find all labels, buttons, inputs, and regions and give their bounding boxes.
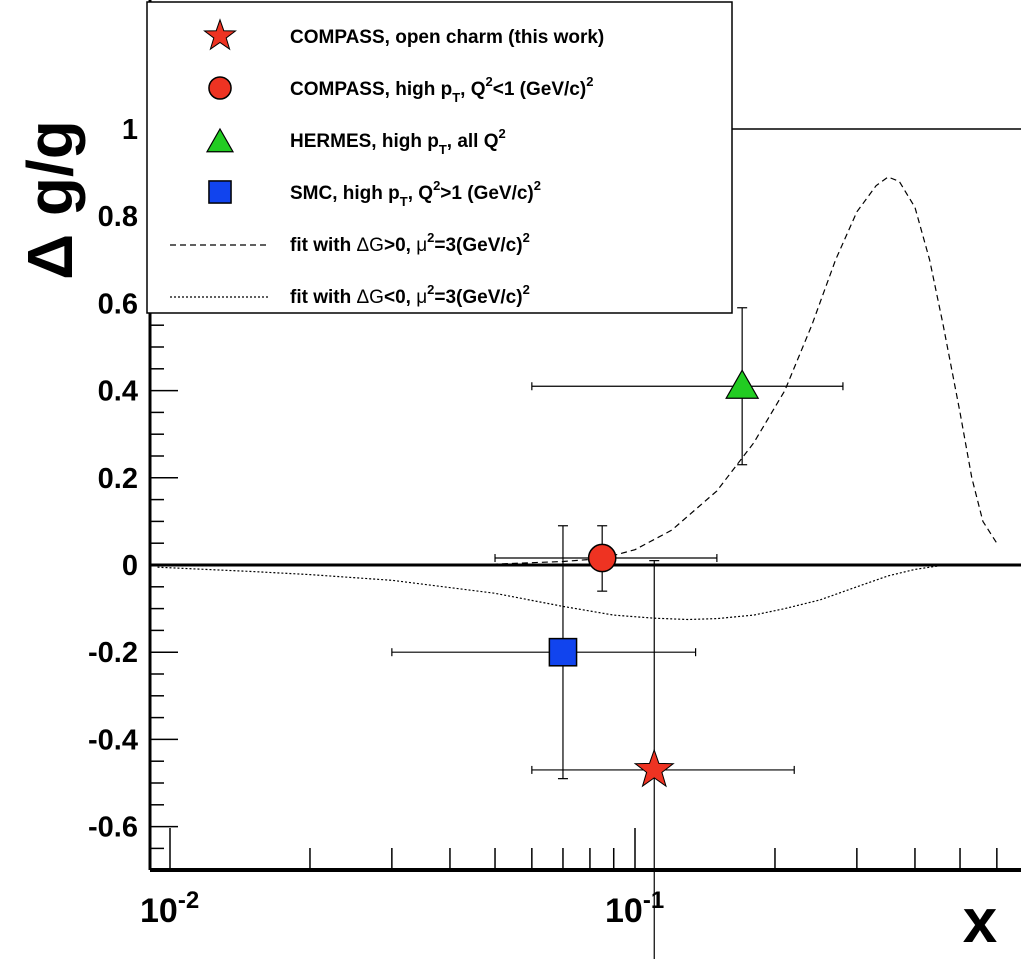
legend-entry: COMPASS, open charm (this work) <box>203 18 604 51</box>
y-tick-label: -0.2 <box>88 637 138 669</box>
legend-label: fit with ΔG<0, μ2=3(GeV/c)2 <box>290 282 530 308</box>
legend-label: SMC, high pT, Q2>1 (GeV/c)2 <box>290 178 541 209</box>
x-tick-label: 10-1 <box>605 887 664 930</box>
y-tick-label: 0.2 <box>98 463 138 495</box>
x-tick-label: 10-2 <box>140 887 199 930</box>
data-point-triangle <box>531 307 844 466</box>
circle-marker <box>587 543 617 573</box>
y-tick-label: -0.6 <box>88 812 138 844</box>
triangle-swatch <box>205 127 235 153</box>
legend-label: HERMES, high pT, all Q2 <box>290 126 506 157</box>
fit-curve-negative <box>157 564 997 621</box>
star-marker <box>633 748 675 788</box>
axes: 1 0.8 0.6 0.4 0.2 0 -0.2 -0.4 -0.6 10-2 10-1 <box>88 0 1021 930</box>
data-points <box>391 307 844 959</box>
y-tick-label: 1 <box>122 114 138 146</box>
star-swatch <box>203 18 237 51</box>
y-tick-label: 0.4 <box>98 376 138 408</box>
y-tick-label: 0.8 <box>98 201 138 233</box>
fit-curves <box>157 176 998 621</box>
legend-entry: fit with ΔG>0, μ2=3(GeV/c)2 <box>170 230 530 256</box>
circle-swatch <box>208 76 232 100</box>
y-axis-title: Δ g/g <box>14 120 86 280</box>
legend: COMPASS, open charm (this work) COMPASS, … <box>146 1 733 314</box>
legend-box <box>146 1 733 314</box>
legend-label: COMPASS, high pT, Q2<1 (GeV/c)2 <box>290 74 593 105</box>
fit-curve-positive <box>391 176 998 566</box>
data-point-square <box>391 525 697 780</box>
square-marker <box>548 637 578 667</box>
legend-label: fit with ΔG>0, μ2=3(GeV/c)2 <box>290 230 530 256</box>
legend-label: COMPASS, open charm (this work) <box>290 27 604 48</box>
y-tick-label: 0.6 <box>98 288 138 320</box>
data-point-star <box>531 560 795 959</box>
square-swatch <box>208 180 232 204</box>
legend-entry: HERMES, high pT, all Q2 <box>205 126 506 157</box>
data-point-circle <box>494 525 718 592</box>
x-axis-title: x <box>963 887 998 956</box>
y-tick-label: 0 <box>122 550 138 582</box>
y-tick-label: -0.4 <box>88 724 138 756</box>
legend-entry: fit with ΔG<0, μ2=3(GeV/c)2 <box>170 282 530 308</box>
triangle-marker <box>725 369 760 399</box>
legend-entry: SMC, high pT, Q2>1 (GeV/c)2 <box>208 178 541 209</box>
legend-entry: COMPASS, high pT, Q2<1 (GeV/c)2 <box>208 74 593 105</box>
